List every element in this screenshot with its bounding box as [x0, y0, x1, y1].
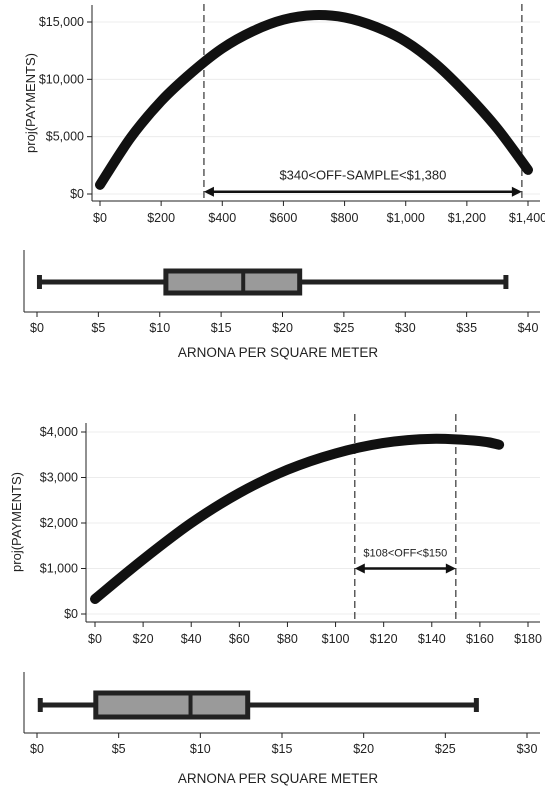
p3-arrow-head-right: [445, 563, 456, 574]
panel-3-gridlines: [86, 431, 540, 615]
p1-x-tick-label: $1,400: [509, 211, 545, 225]
p3-y-tick-label: $2,000: [40, 516, 78, 530]
p2-x-tick-label: $25: [333, 321, 354, 335]
panel-3-y-axis-label: proj(PAYMENTS): [9, 472, 24, 572]
p1-y-tick-label: $5,000: [46, 130, 84, 144]
panel-1-annotation: $340<OFF-SAMPLE<$1,380: [279, 168, 446, 183]
p3-x-tick-label: $100: [322, 632, 350, 646]
p1-arrow-head-right: [511, 186, 522, 197]
p3-x-tick-label: $20: [133, 632, 154, 646]
panel-3-y-ticks: $0 $1,000 $2,000 $3,000 $4,000: [40, 425, 86, 621]
p2-x-tick-label: $35: [456, 321, 477, 335]
p4-x-tick-label: $15: [272, 742, 293, 756]
panel-2-box: [36, 268, 509, 296]
panel-3-annotation: $108<OFF<$150: [363, 548, 447, 560]
p4-x-tick-label: $10: [190, 742, 211, 756]
p3-y-tick-label: $0: [64, 607, 78, 621]
p2-x-tick-label: $20: [272, 321, 293, 335]
p1-x-tick-label: $200: [147, 211, 175, 225]
p2-x-tick-label: $10: [149, 321, 170, 335]
panel-2-box-plot: $0 $5 $10 $15 $20 $25 $30 $35 $40 ARNONA PER SQU…: [23, 250, 540, 360]
panel-1-y-ticks: $0 $5,000 $10,000 $15,000: [39, 15, 92, 201]
p3-x-tick-label: $0: [88, 632, 102, 646]
p1-y-tick-label: $15,000: [39, 15, 84, 29]
panel-3-arrow: [354, 563, 456, 574]
p2-x-tick-label: $0: [30, 321, 44, 335]
panel-4-x-axis-label: ARNONA PER SQUARE METER: [178, 771, 379, 786]
p3-x-tick-label: $160: [466, 632, 494, 646]
panel-1-y-axis-label: proj(PAYMENTS): [23, 53, 38, 153]
panel-1-series-line: [95, 10, 533, 190]
panel-1-x-ticks: $0 $200 $400 $600 $800 $1,000 $1,200 $1,400: [93, 201, 545, 225]
p2-x-tick-label: $5: [91, 321, 105, 335]
p1-x-tick-label: $1,200: [448, 211, 486, 225]
p2-iqr-box: [163, 268, 303, 296]
p3-x-tick-label: $40: [181, 632, 202, 646]
p3-y-tick-label: $3,000: [40, 471, 78, 485]
p1-x-tick-label: $400: [208, 211, 236, 225]
p2-x-tick-label: $30: [395, 321, 416, 335]
p4-x-tick-label: $5: [112, 742, 126, 756]
panel-4-x-ticks: $0 $5 $10 $15 $20 $25 $30: [30, 733, 537, 756]
p3-y-tick-label: $1,000: [40, 562, 78, 576]
p3-x-tick-label: $80: [277, 632, 298, 646]
panel-2-x-ticks: $0 $5 $10 $15 $20 $25 $30 $35 $40: [30, 312, 538, 335]
p1-y-tick-label: $10,000: [39, 72, 84, 86]
panel-3-line-chart: $108<OFF<$150 $0 $1,000 $2,000 $3,000 $4,000…: [9, 414, 542, 646]
p1-y-tick-label: $0: [70, 187, 84, 201]
panel-3-series-line: [90, 433, 505, 604]
p2-x-tick-label: $15: [211, 321, 232, 335]
p3-x-tick-label: $60: [229, 632, 250, 646]
p1-x-tick-label: $600: [270, 211, 298, 225]
p1-x-tick-label: $0: [93, 211, 107, 225]
panel-1-line-chart: $340<OFF-SAMPLE<$1,380 $0 $5,000 $10,000 $1…: [23, 4, 545, 225]
panel-1-gridlines: [92, 21, 540, 195]
p4-x-tick-label: $25: [435, 742, 456, 756]
panel-4-box: [37, 690, 479, 720]
p3-x-tick-label: $180: [514, 632, 542, 646]
p4-iqr-box: [93, 690, 251, 720]
p3-x-tick-label: $140: [418, 632, 446, 646]
p1-x-tick-label: $800: [331, 211, 359, 225]
p3-arrow-head-left: [354, 563, 365, 574]
p3-y-tick-label: $4,000: [40, 425, 78, 439]
p4-x-tick-label: $20: [353, 742, 374, 756]
panel-2-x-axis-label: ARNONA PER SQUARE METER: [178, 345, 379, 360]
panel-1-arrow: [203, 186, 522, 197]
p3-x-tick-label: $120: [370, 632, 398, 646]
panel-4-box-plot: $0 $5 $10 $15 $20 $25 $30 ARNONA PER SQUARE ME…: [23, 672, 540, 786]
panel-3-x-ticks: $0 $20 $40 $60 $80 $100 $120 $140 $160 $180: [88, 622, 542, 646]
p4-x-tick-label: $30: [517, 742, 538, 756]
p1-x-tick-label: $1,000: [387, 211, 425, 225]
p2-x-tick-label: $40: [518, 321, 539, 335]
p4-x-tick-label: $0: [30, 742, 44, 756]
p1-arrow-head-left: [203, 186, 214, 197]
